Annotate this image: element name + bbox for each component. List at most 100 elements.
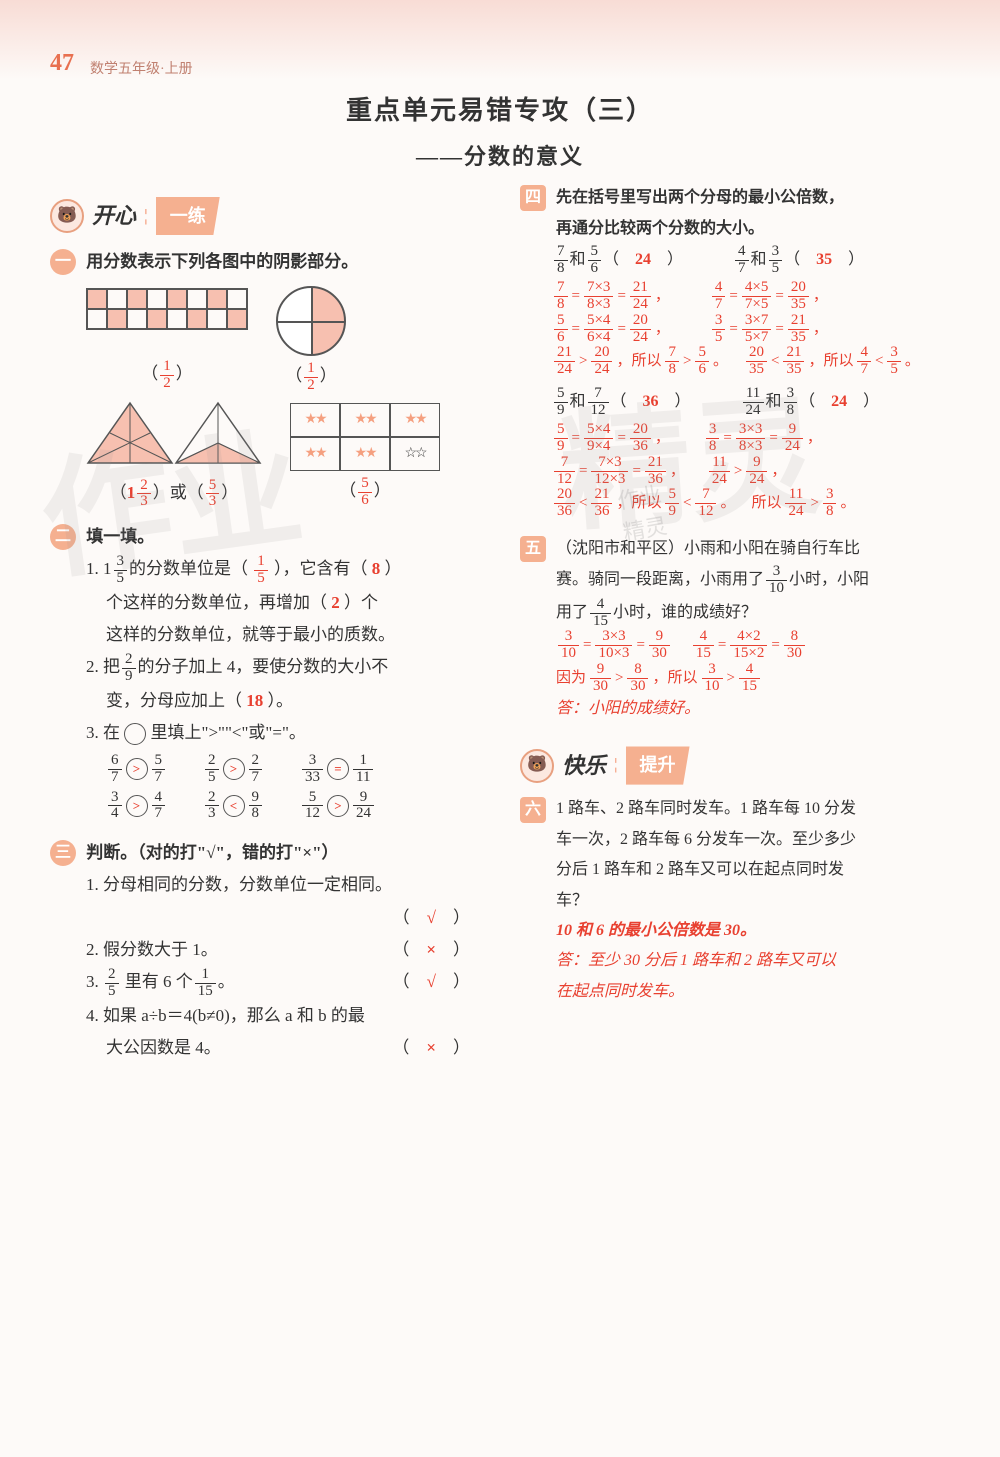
kuaile-tag: 提升 — [626, 746, 690, 784]
q5-text2: 赛。骑同一段距离，小雨用了310小时，小阳 — [520, 564, 960, 597]
content-columns: 🐻 开心 ¦ 一练 一 用分数表示下列各图中的阴影部分。 （12） （12） — [0, 171, 1000, 1064]
comp-item: 67>57 — [106, 753, 167, 786]
q2-item2: 2. 把29的分子加上 4，要使分数的大小不 — [50, 651, 490, 684]
badge-6: 六 — [520, 797, 546, 823]
q5-3-b: 小时，谁的成绩好？ — [613, 604, 757, 621]
q4-work-block1: 78=7×38×3=2124，47=4×57×5=2035， 56=5×46×4… — [520, 280, 960, 378]
q3-ans3: √ — [427, 972, 436, 991]
q2-item1-l3: 这样的分数单位，就等于最小的质数。 — [50, 619, 490, 651]
badge-4: 四 — [520, 185, 546, 211]
q3-ans1: √ — [427, 908, 436, 927]
q2-1-f: ）个 — [344, 593, 378, 612]
comp-item: 512>924 — [300, 790, 376, 823]
q4-pair4: 1124和38（ 24 ） — [741, 386, 880, 419]
q6-answer1: 答：至少 30 分后 1 路车和 2 路车又可以 — [520, 946, 960, 976]
q4-text1: 先在括号里写出两个分母的最小公倍数， — [556, 189, 844, 206]
q4-w2l: 56=5×46×4=2024， — [552, 313, 670, 346]
q1-shapes-row2: （123）或（53） ★★★★★★ ★★★★☆☆ （56） — [50, 401, 490, 510]
q3-ans2: × — [426, 940, 436, 959]
q6-text4: 车？ — [520, 886, 960, 916]
triangle-svg — [86, 401, 262, 465]
book-label: 数学五年级·上册 — [90, 58, 193, 78]
q4-pair3: 59和712（ 36 ） — [552, 386, 691, 419]
q4-pairs1: 78和56（ 24 ） 47和35（ 35 ） — [520, 244, 960, 277]
blank-circle-icon — [124, 723, 146, 745]
q5-text1: （沈阳市和平区）小雨和小阳在骑自行车比 — [556, 540, 860, 557]
q2-comparisons: 67>57 25>27 333=111 34>47 23<98 512>924 — [50, 753, 490, 822]
q2-2-a: 2. 把 — [86, 657, 120, 676]
q1-text: 用分数表示下列各图中的阴影部分。 — [86, 252, 358, 271]
q4-w1l: 78=7×38×3=2124， — [552, 280, 670, 313]
q5: 五 （沈阳市和平区）小雨和小阳在骑自行车比 — [520, 534, 960, 564]
q2-3-b: 里填上">""<"或"="。 — [151, 723, 306, 742]
q6-work1: 10 和 6 的最小公倍数是 30。 — [520, 916, 960, 946]
q3-item4-l1: 4. 如果 a÷b＝4(b≠0)，那么 a 和 b 的最 — [50, 1000, 490, 1032]
divider-icon-2: ¦ — [614, 750, 618, 780]
q3-ans1-row: （ √ ） — [50, 902, 490, 934]
page-title: 重点单元易错专攻（三） — [0, 90, 1000, 127]
section-kaixin: 🐻 开心 ¦ 一练 — [50, 195, 490, 237]
q2-item2-l2: 变，分母应加上（ 18 ）。 — [50, 685, 490, 717]
q3-ans4: × — [426, 1038, 436, 1057]
q4-w6l: 2036<2136，所以59<712。 — [552, 487, 735, 520]
q2-1-b: 的分数单位是（ — [129, 559, 248, 578]
comp-item: 25>27 — [203, 753, 264, 786]
comp-row: 34>47 23<98 512>924 — [50, 790, 490, 823]
q6-text2: 车一次，2 路车每 6 分发车一次。至少多少 — [520, 825, 960, 855]
q2-item1: 1. 135的分数单位是（ 15 ），它含有（ 8 ） — [50, 553, 490, 586]
q6-text3: 分后 1 路车和 2 路车又可以在起点同时发 — [520, 855, 960, 885]
comp-row: 67>57 25>27 333=111 — [50, 753, 490, 786]
q3-item1: 1. 分母相同的分数，分数单位一定相同。 — [50, 869, 490, 901]
q4-text2: 再通分比较两个分数的大小。 — [520, 214, 960, 244]
q4-pair2: 47和35（ 35 ） — [733, 244, 864, 277]
shape-rect: （12） — [86, 288, 248, 391]
q2: 二 填一填。 — [50, 520, 490, 553]
q4-w4l: 59=5×49×4=2036， — [552, 422, 670, 455]
kaixin-label: 开心 — [92, 195, 136, 237]
shape-triangles: （123）或（53） — [86, 401, 262, 510]
bear-icon-2: 🐻 — [520, 749, 554, 783]
badge-3: 三 — [50, 840, 76, 866]
shape-stars: ★★★★★★ ★★★★☆☆ （56） — [290, 403, 440, 508]
comp-item: 23<98 — [203, 790, 264, 823]
q3-item2: 2. 假分数大于 1。 （ × ） — [50, 934, 490, 966]
right-column: 四 先在括号里写出两个分母的最小公倍数， 再通分比较两个分数的大小。 78和56… — [520, 183, 960, 1064]
q5-2-a: 赛。骑同一段距离，小雨用了 — [556, 571, 764, 588]
q2-1-ans2: 8 — [372, 559, 381, 578]
q4-pair1: 78和56（ 24 ） — [552, 244, 683, 277]
q4-w6r: 所以1124>38。 — [751, 487, 855, 520]
bear-icon: 🐻 — [50, 199, 84, 233]
q3-3-a: 3. — [86, 972, 103, 991]
q2-2-d: ）。 — [268, 691, 294, 710]
q1-shapes-row1: （12） （12） — [50, 286, 490, 393]
kuaile-label: 快乐 — [562, 745, 606, 787]
q4-w3r: 2035<2135，所以47<35。 — [744, 345, 920, 378]
q1-ans3-whole: 1 — [127, 483, 136, 502]
q4-w3l: 2124>2024，所以78>56。 — [552, 345, 728, 378]
q4: 四 先在括号里写出两个分母的最小公倍数， — [520, 183, 960, 214]
q3-text: 判断。（对的打"√"，错的打"×"） — [86, 843, 338, 862]
q4-work-block2: 59=5×49×4=2036，38=3×38×3=924， 712=7×312×… — [520, 422, 960, 520]
q2-item1-l2: 个这样的分数单位，再增加（ 2 ）个 — [50, 587, 490, 619]
page-subtitle: ——分数的意义 — [0, 139, 1000, 171]
q2-1-e: 个这样的分数单位，再增加（ — [106, 593, 327, 612]
q3-3-c: 。 — [218, 972, 235, 991]
q2-2-ans: 18 — [246, 691, 263, 710]
q2-text: 填一填。 — [86, 527, 154, 546]
q4-w4r: 38=3×38×3=924， — [704, 422, 822, 455]
q5-work2: 因为930>830，所以310>415 — [520, 662, 960, 695]
q2-1-a: 1. 1 — [86, 559, 112, 578]
comp-item: 34>47 — [106, 790, 167, 823]
q5-2-b: 小时，小阳 — [789, 571, 869, 588]
q2-1-ans3: 2 — [331, 593, 340, 612]
badge-5: 五 — [520, 536, 546, 562]
comp-item: 333=111 — [300, 753, 375, 786]
page-number: 47 — [50, 50, 74, 77]
q4-w2r: 35=3×75×7=2135， — [710, 313, 828, 346]
shape-circle: （12） — [276, 286, 346, 393]
q6-answer2: 在起点同时发车。 — [520, 977, 960, 1007]
q6-text1: 1 路车、2 路车同时发车。1 路车每 10 分发 — [556, 800, 856, 817]
q6: 六 1 路车、2 路车同时发车。1 路车每 10 分发 — [520, 794, 960, 824]
page-header-banner: 47 数学五年级·上册 — [0, 0, 1000, 80]
q2-2-c: 变，分母应加上（ — [106, 691, 242, 710]
